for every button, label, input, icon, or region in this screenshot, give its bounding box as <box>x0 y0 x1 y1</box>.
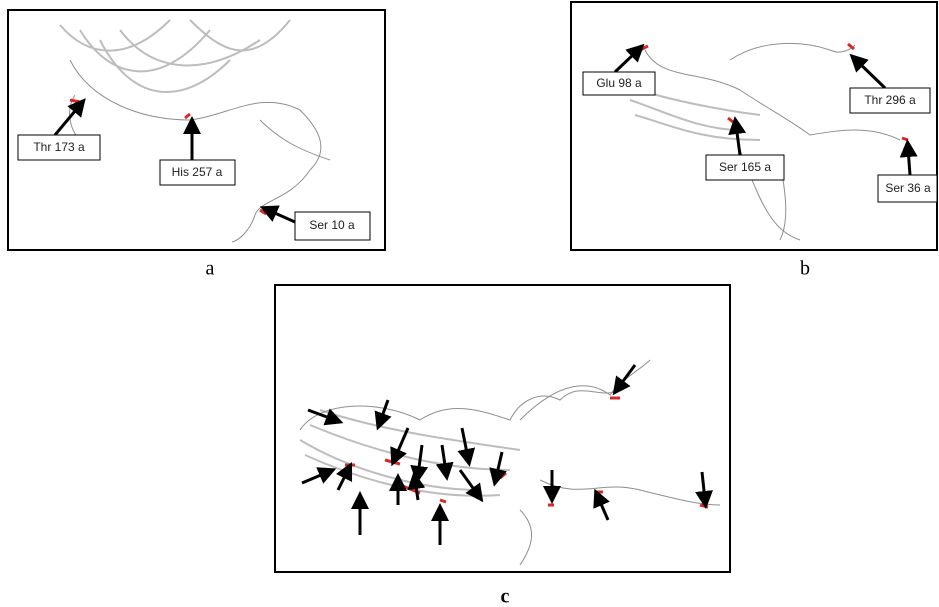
panel-caption: c <box>501 586 510 607</box>
residue-label: Ser 10 a <box>309 218 355 232</box>
residue-label: Glu 98 a <box>596 76 642 90</box>
panel-caption: a <box>206 258 215 280</box>
panel-border <box>571 2 937 250</box>
residue-label: Thr 296 a <box>864 93 916 107</box>
residue-label: His 257 a <box>172 165 223 179</box>
residue-label: Thr 173 a <box>33 140 85 154</box>
figure: Thr 173 a His 257 a Ser 10 a a Glu 98 a … <box>0 0 939 607</box>
panel-caption: b <box>800 258 810 280</box>
residue-label: Ser 36 a <box>885 181 931 195</box>
arrow <box>908 148 910 175</box>
figure-canvas: Thr 173 a His 257 a Ser 10 a a Glu 98 a … <box>0 0 939 607</box>
panel-b: Glu 98 a Thr 296 a Ser 165 a Ser 36 a b <box>571 2 937 280</box>
panel-border <box>275 285 730 572</box>
panel-c: c <box>275 285 730 607</box>
panel-a: Thr 173 a His 257 a Ser 10 a a <box>8 10 385 280</box>
residue-label: Ser 165 a <box>719 160 771 174</box>
